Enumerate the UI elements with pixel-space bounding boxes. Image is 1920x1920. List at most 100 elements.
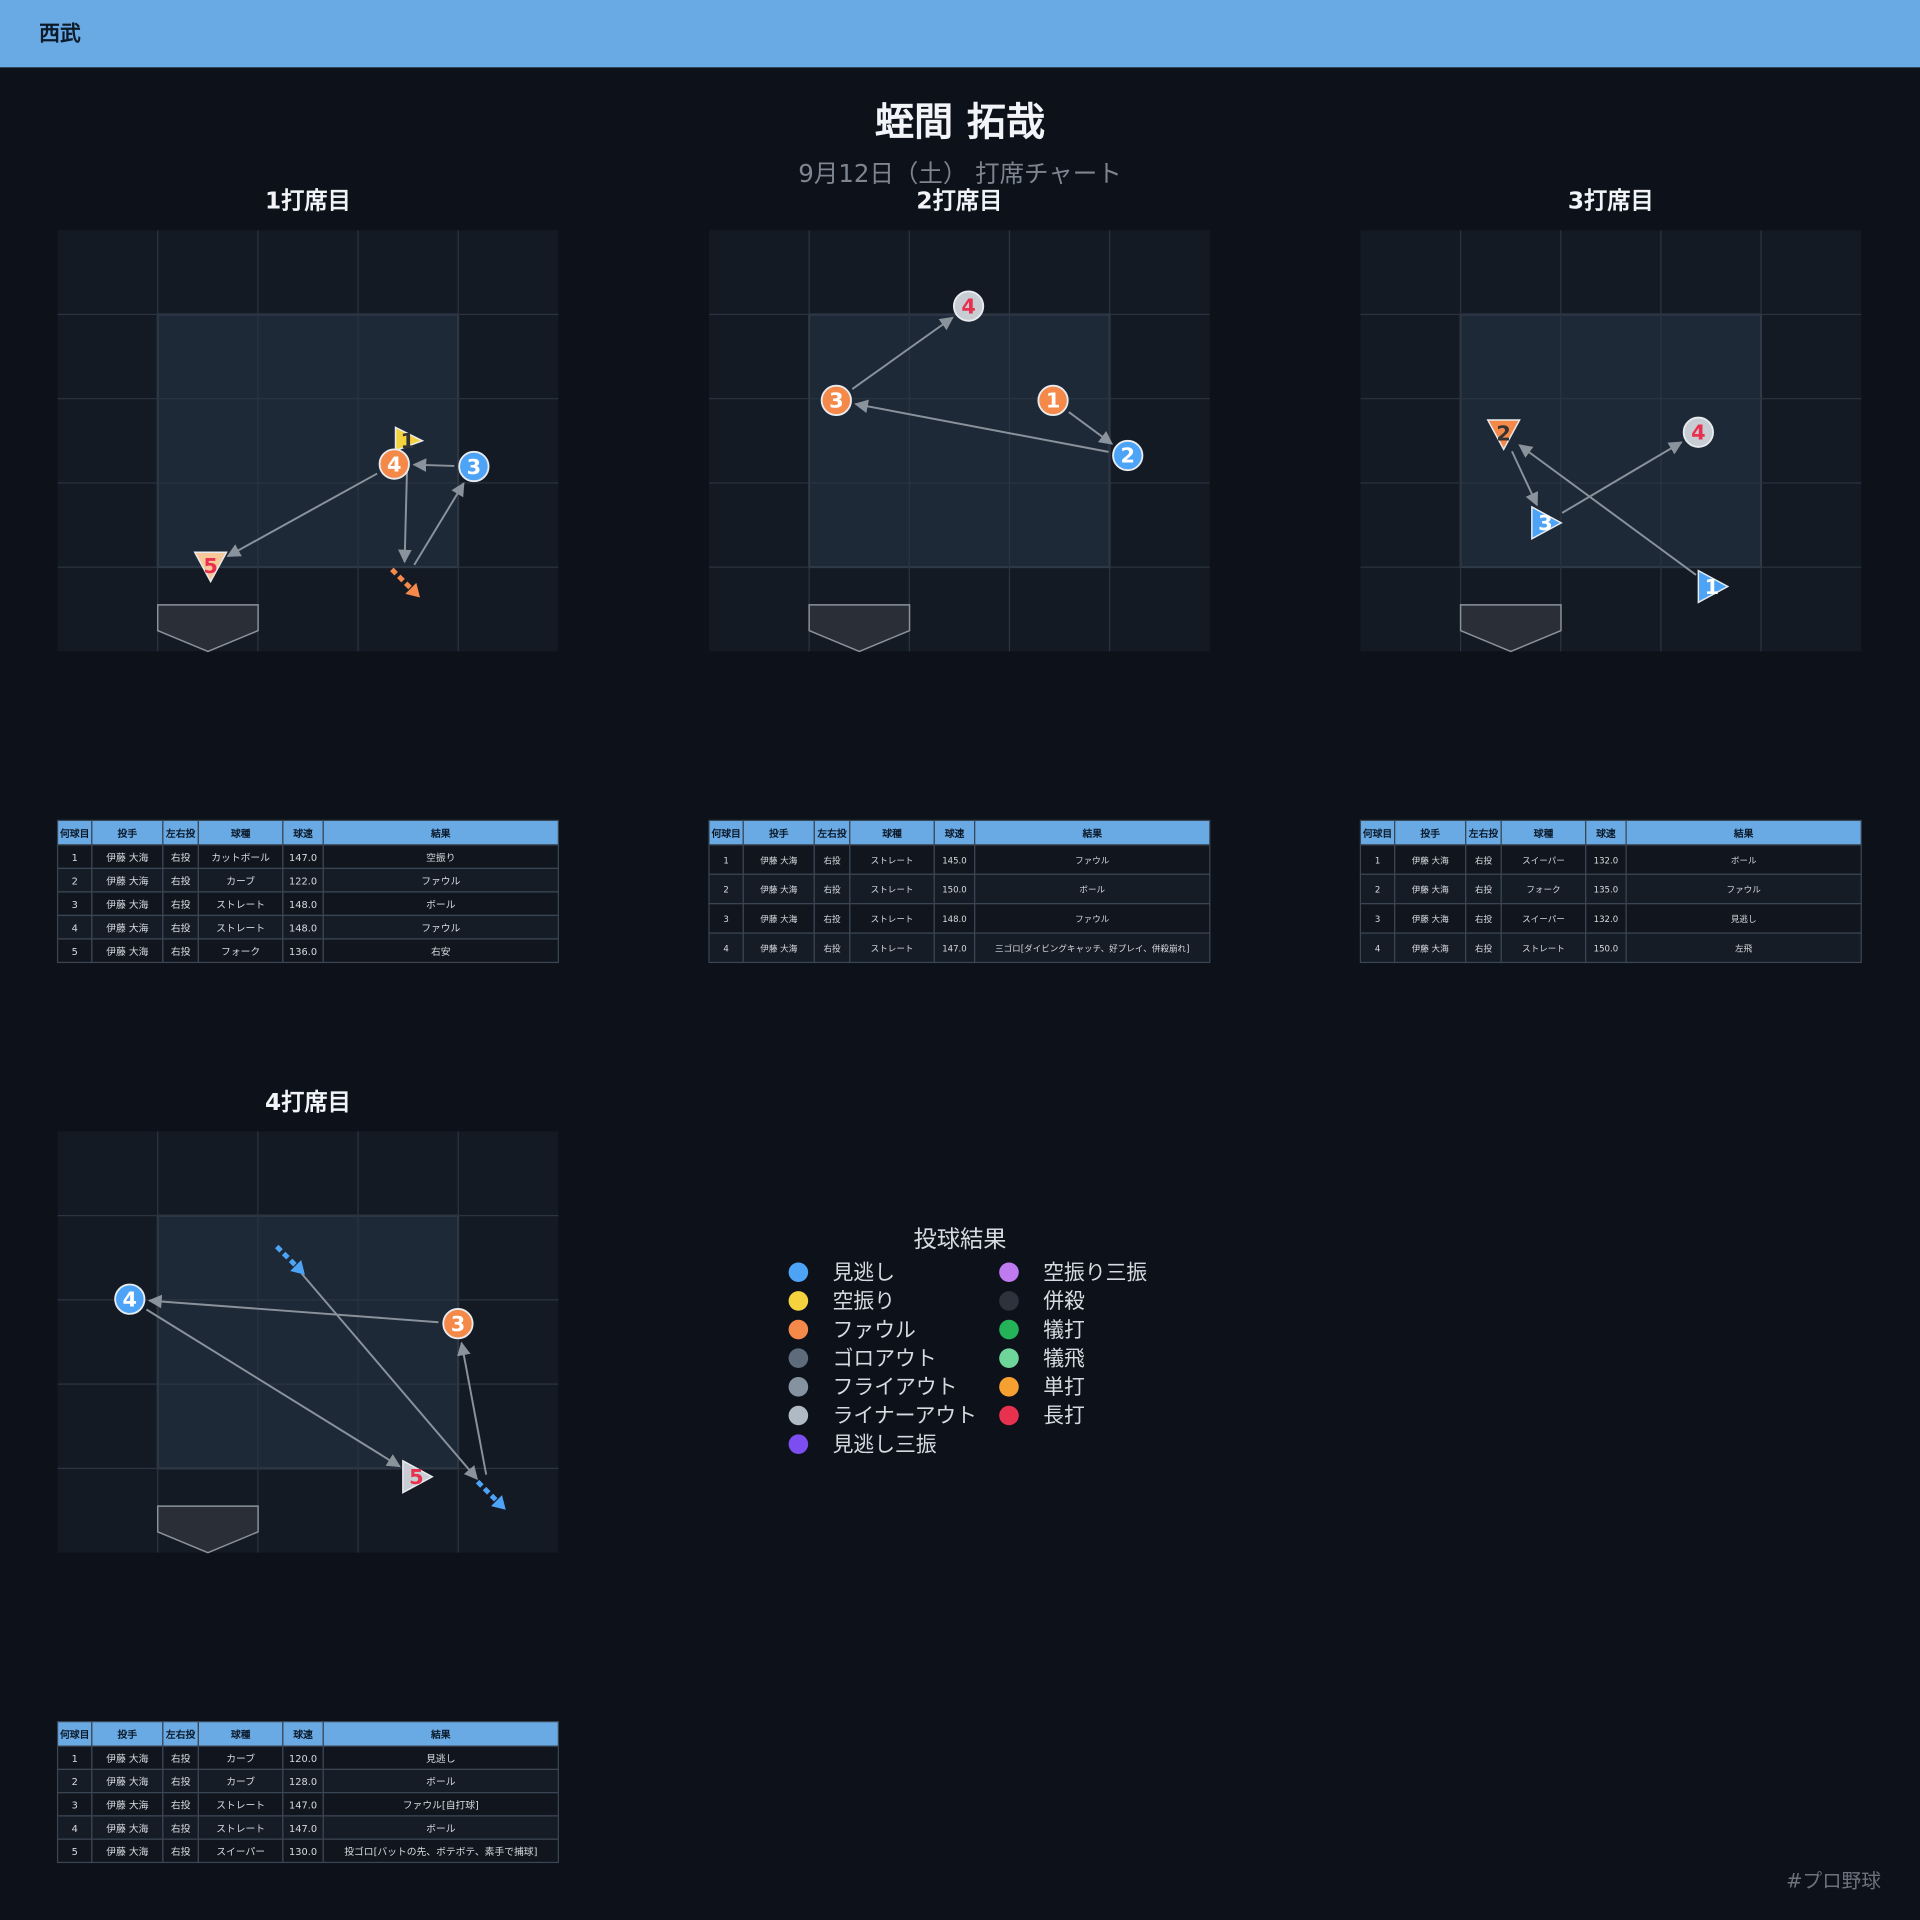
table-cell-text: ストレート bbox=[216, 923, 265, 934]
table-cell-text: 136.0 bbox=[289, 947, 317, 958]
table-cell-text: スイーパー bbox=[216, 1846, 265, 1858]
table-cell-text: 150.0 bbox=[942, 886, 967, 896]
pitch-sequence-arrow bbox=[851, 316, 954, 390]
pitch-sequence-arrow bbox=[398, 460, 412, 564]
table-cell-text: ファウル bbox=[421, 922, 460, 934]
table-header-cell bbox=[162, 819, 199, 846]
table-cell-text: 右投 bbox=[171, 851, 191, 864]
table-cell-text: 2 bbox=[1375, 886, 1380, 896]
at-bat-title: 2打席目 bbox=[916, 188, 1002, 215]
legend-swatch bbox=[788, 1262, 809, 1283]
table-cell-text: 右投 bbox=[171, 898, 191, 911]
table-cell-text: 145.0 bbox=[942, 856, 967, 866]
pitch-number: 3 bbox=[1538, 511, 1552, 535]
table-cell bbox=[933, 932, 976, 964]
table-cell-text: 132.0 bbox=[1594, 856, 1619, 866]
table-cell-text: 伊藤 大海 bbox=[106, 874, 148, 887]
legend-label: 長打 bbox=[1043, 1404, 1085, 1428]
table-cell bbox=[813, 932, 851, 964]
table-header-text: 球速 bbox=[293, 827, 313, 840]
pitch-marker bbox=[1697, 569, 1730, 604]
table-header-cell bbox=[91, 1721, 164, 1747]
table-header-text: 何球目 bbox=[60, 827, 89, 840]
table-cell-text: ストレート bbox=[871, 944, 914, 954]
pitch-marker bbox=[1486, 419, 1521, 451]
table-cell-text: 右投 bbox=[1475, 913, 1493, 925]
legend-swatch bbox=[999, 1262, 1019, 1283]
table-header-text: 投手 bbox=[1420, 827, 1440, 840]
table-cell-text: カーブ bbox=[226, 1752, 255, 1765]
table-cell-text: 伊藤 大海 bbox=[1412, 884, 1449, 896]
table-cell bbox=[933, 903, 976, 934]
table-cell bbox=[1625, 844, 1862, 875]
table-cell-text: 147.0 bbox=[289, 1824, 317, 1835]
pitch-marker bbox=[1112, 439, 1144, 472]
table-cell-text: ボール bbox=[426, 899, 456, 911]
legend-label: ファウル bbox=[833, 1318, 916, 1342]
pitch-sequence-arrow bbox=[457, 1341, 488, 1475]
table-cell-text: カットボール bbox=[211, 852, 270, 864]
table-header-text: 左右投 bbox=[165, 827, 196, 840]
table-cell-text: 122.0 bbox=[289, 876, 317, 887]
table-cell-text: 150.0 bbox=[1594, 944, 1619, 954]
table-header-text: 球速 bbox=[1596, 827, 1616, 840]
pitch-sequence-arrow bbox=[412, 458, 455, 472]
table-cell bbox=[849, 844, 935, 875]
pitch-sequence-arrow bbox=[1518, 444, 1697, 576]
legend-swatch bbox=[999, 1291, 1019, 1311]
table-cell bbox=[1625, 903, 1862, 934]
footer-tag: #プロ野球 bbox=[1786, 1870, 1881, 1893]
pitch-number: 1 bbox=[401, 429, 415, 453]
subtitle: 9月12日（土） 打席チャート bbox=[798, 159, 1121, 188]
table-cell-text: 1 bbox=[1375, 856, 1380, 866]
table-cell-text: カーブ bbox=[226, 1775, 255, 1788]
table-header-text: 結果 bbox=[430, 1728, 451, 1741]
table-cell-text: ストレート bbox=[1522, 944, 1565, 954]
pitch-sequence-arrow bbox=[413, 482, 465, 566]
table-cell bbox=[742, 932, 815, 964]
table-cell-text: ファウル bbox=[1075, 914, 1110, 925]
table-cell-text: ボール bbox=[426, 1776, 456, 1788]
table-cell-text: 右投 bbox=[171, 874, 191, 887]
table-cell-text: 伊藤 大海 bbox=[760, 854, 797, 866]
table-cell-text: 右投 bbox=[171, 1845, 191, 1858]
table-cell bbox=[742, 903, 815, 934]
strike-zone bbox=[808, 313, 1111, 569]
table-cell-text: 4 bbox=[72, 923, 78, 934]
table-header-text: 投手 bbox=[118, 827, 138, 840]
table-cell-text: 148.0 bbox=[289, 900, 317, 911]
pitch-marker bbox=[1037, 384, 1069, 417]
legend-label: 併殺 bbox=[1043, 1289, 1085, 1313]
pitch-marker-head bbox=[491, 1495, 506, 1510]
table-cell-text: 空振り bbox=[426, 851, 455, 864]
table-cell-text: 伊藤 大海 bbox=[106, 1845, 148, 1858]
legend-label: 見逃し三振 bbox=[833, 1432, 937, 1456]
table-header-text: 結果 bbox=[430, 827, 451, 840]
pitch-marker bbox=[275, 1244, 301, 1271]
table-cell-text: ファウル[自打球] bbox=[403, 1799, 479, 1812]
table-cell-text: 右投 bbox=[171, 921, 191, 934]
pitch-number: 5 bbox=[203, 554, 217, 578]
table-cell bbox=[1500, 903, 1587, 934]
legend-swatch bbox=[999, 1377, 1019, 1397]
table-cell-text: 4 bbox=[1375, 944, 1380, 954]
pitch-sequence-arrow bbox=[147, 1294, 439, 1324]
table-cell-text: 伊藤 大海 bbox=[106, 1822, 148, 1835]
table-cell-text: 128.0 bbox=[289, 1777, 317, 1788]
table-cell bbox=[1500, 932, 1587, 964]
table-cell-text: ボール bbox=[426, 1823, 456, 1835]
pitch-sequence-arrow bbox=[854, 399, 1109, 453]
table-cell bbox=[1500, 844, 1587, 875]
legend-label: 犠飛 bbox=[1043, 1346, 1085, 1370]
pitch-marker bbox=[1531, 505, 1563, 541]
table-header-text: 結果 bbox=[1733, 827, 1754, 840]
table-cell-text: 伊藤 大海 bbox=[760, 942, 797, 954]
pitch-number: 5 bbox=[409, 1465, 423, 1489]
table-cell-text: カーブ bbox=[226, 874, 255, 887]
table-header-text: 球種 bbox=[231, 827, 251, 840]
legend-label: 空振り三振 bbox=[1043, 1260, 1147, 1284]
pitch-marker bbox=[390, 567, 416, 594]
table-cell-text: 2 bbox=[72, 876, 78, 887]
table-header-text: 左右投 bbox=[1468, 827, 1499, 840]
pitch-marker bbox=[952, 290, 985, 322]
